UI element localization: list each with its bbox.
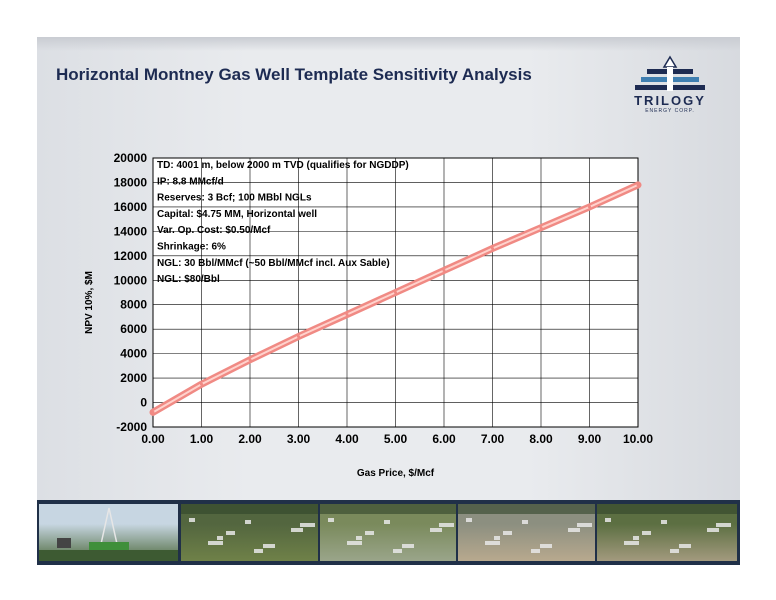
y-tick-label: 12000: [114, 249, 148, 263]
x-tick-label: 5.00: [384, 432, 408, 446]
y-tick-label: 14000: [114, 224, 148, 238]
y-tick-label: 2000: [120, 371, 147, 385]
y-tick-label: 20000: [114, 151, 148, 165]
x-axis-label: Gas Price, $/Mcf: [357, 468, 435, 479]
y-tick-label: 0: [140, 396, 147, 410]
x-tick-label: 0.00: [141, 432, 165, 446]
y-tick-label: 8000: [120, 298, 147, 312]
well-site-aerial-photo: [597, 504, 737, 561]
photo-strip: 11: [37, 500, 740, 565]
annotation-line: NGL: $80/Bbl: [157, 274, 220, 285]
y-tick-label: 6000: [120, 322, 147, 336]
annotation-line: Reserves: 3 Bcf; 100 MBbl NGLs: [157, 193, 312, 204]
annotation-line: IP: 8.8 MMcf/d: [157, 176, 224, 187]
x-tick-label: 8.00: [529, 432, 553, 446]
x-tick-label: 7.00: [481, 432, 505, 446]
data-point: [539, 226, 543, 230]
x-tick-label: 9.00: [578, 432, 602, 446]
logo-mark-icon: [635, 55, 705, 91]
forest-aerial-photo: [181, 504, 318, 561]
annotation-line: Capital: $4.75 MM, Horizontal well: [157, 209, 317, 220]
series-layer: [149, 181, 642, 416]
top-shade: [37, 37, 740, 51]
x-axis-ticks: 0.00 1.00 2.00 3.00 4.00 5.00 6.00 7.00 8.00 9.00…: [141, 432, 653, 446]
logo-wordmark: TRILOGY: [634, 93, 706, 108]
npv-sensitivity-chart: 2000018000160001400012000100008000600040…: [84, 151, 653, 479]
y-axis-label: NPV 10%, $M: [84, 271, 95, 334]
annotation-line: TD: 4001 m, below 2000 m TVD (qualifies …: [157, 160, 409, 171]
data-point: [297, 335, 300, 339]
processing-facility-photo: [458, 504, 595, 561]
drilling-rig-photo: [39, 504, 178, 561]
company-logo: TRILOGY ENERGY CORP.: [620, 53, 720, 115]
y-tick-label: 18000: [114, 175, 148, 189]
y-tick-label: 4000: [120, 347, 147, 361]
annotation-line: Var. Op. Cost: $0.50/Mcf: [157, 225, 271, 236]
x-tick-label: 4.00: [335, 432, 359, 446]
data-point: [588, 205, 591, 209]
data-point: [151, 410, 155, 414]
x-tick-label: 3.00: [287, 432, 311, 446]
x-tick-label: 1.00: [190, 432, 214, 446]
slide-title: Horizontal Montney Gas Well Template Sen…: [56, 65, 532, 84]
y-axis-ticks: 2000018000160001400012000100008000600040…: [114, 151, 148, 434]
y-tick-label: -2000: [116, 420, 147, 434]
x-tick-label: 2.00: [238, 432, 262, 446]
annotations-block: TD: 4001 m, below 2000 m TVD (qualifies …: [157, 160, 409, 285]
data-point: [345, 313, 349, 317]
logo-subtitle: ENERGY CORP.: [645, 108, 695, 114]
data-point: [200, 382, 203, 386]
annotation-line: NGL: 30 Bbl/MMcf (~50 Bbl/MMcf incl. Aux…: [157, 258, 390, 269]
data-point: [442, 268, 446, 272]
x-tick-label: 6.00: [432, 432, 456, 446]
data-point: [248, 358, 252, 362]
data-point: [491, 246, 494, 250]
slide: Horizontal Montney Gas Well Template Sen…: [37, 37, 740, 565]
gas-plant-aerial-photo: [320, 504, 456, 561]
data-point: [394, 291, 397, 294]
data-point: [636, 183, 640, 187]
annotation-line: Shrinkage: 6%: [157, 242, 226, 253]
y-tick-label: 16000: [114, 200, 148, 214]
x-tick-label: 10.00: [623, 432, 653, 446]
y-tick-label: 10000: [114, 273, 148, 287]
